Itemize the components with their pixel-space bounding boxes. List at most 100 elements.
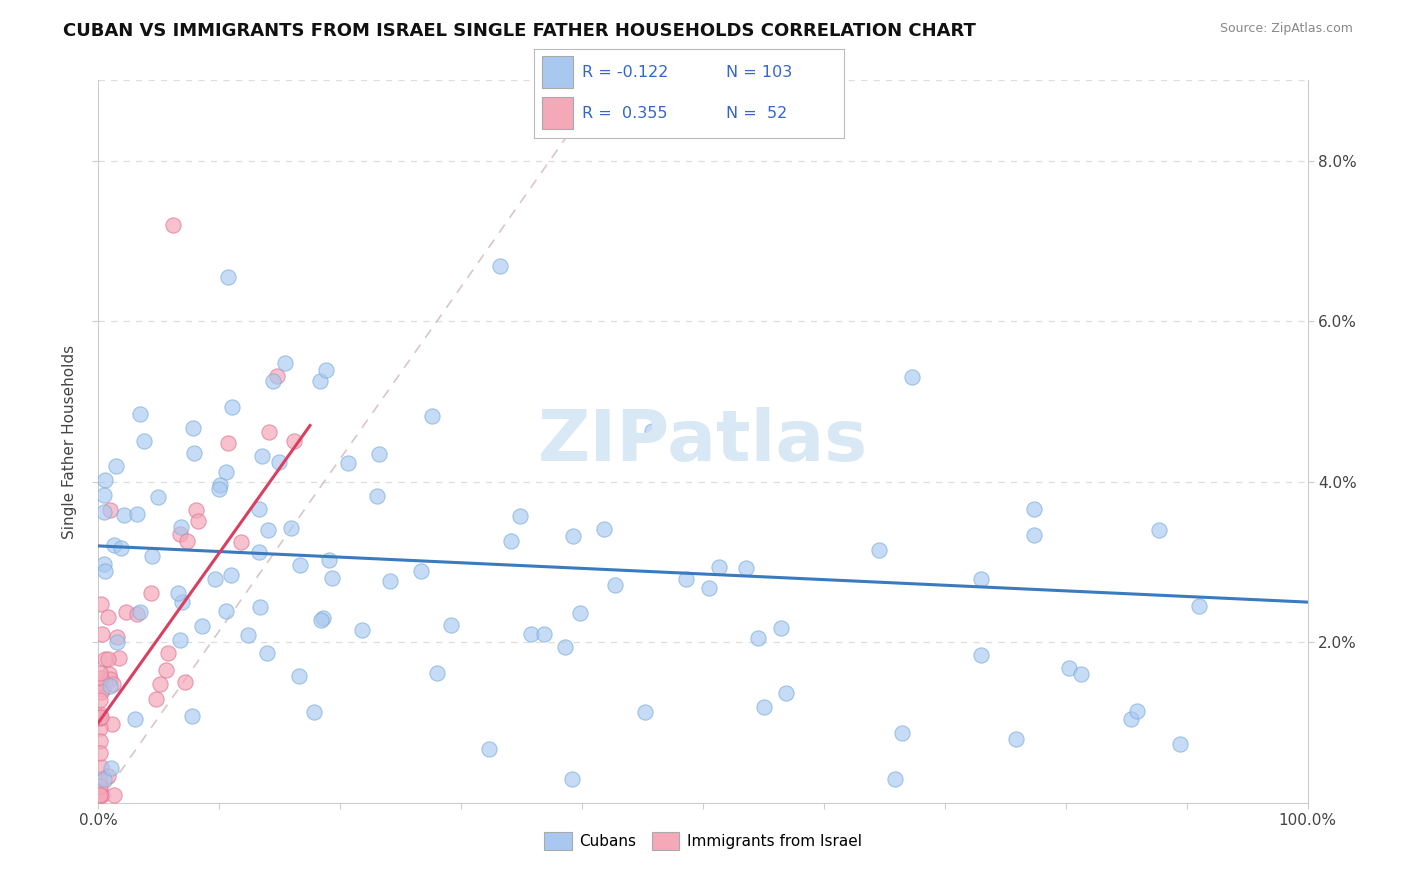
Point — [489, 259, 512, 273]
Point — [209, 478, 232, 492]
Point — [321, 571, 343, 585]
Point — [735, 560, 758, 574]
Point — [257, 523, 280, 537]
Point — [170, 595, 193, 609]
Point — [311, 613, 333, 627]
Point — [509, 509, 531, 524]
Point — [105, 630, 128, 644]
Point — [191, 619, 214, 633]
Point — [146, 490, 169, 504]
Point — [1126, 705, 1149, 719]
Point — [89, 783, 111, 797]
FancyBboxPatch shape — [541, 56, 574, 88]
Point — [115, 605, 138, 619]
Point — [127, 507, 149, 521]
Point — [208, 483, 231, 497]
Point — [752, 700, 775, 714]
Point — [89, 734, 111, 748]
Point — [89, 746, 111, 760]
Point — [775, 686, 797, 700]
Point — [366, 489, 388, 503]
Point — [90, 684, 112, 698]
Point — [89, 779, 111, 793]
Point — [426, 665, 449, 680]
Point — [100, 761, 122, 775]
Point — [90, 788, 112, 802]
Point — [420, 409, 443, 423]
Point — [93, 772, 115, 786]
Point — [519, 627, 541, 641]
Point — [89, 721, 111, 735]
Text: R = -0.122: R = -0.122 — [582, 65, 669, 79]
Point — [187, 514, 209, 528]
Point — [90, 627, 112, 641]
Point — [104, 458, 127, 473]
Point — [96, 610, 118, 624]
Point — [252, 449, 274, 463]
Point — [93, 681, 115, 696]
Point — [93, 505, 115, 519]
Point — [249, 502, 271, 516]
Point — [101, 717, 124, 731]
Point — [318, 553, 340, 567]
Point — [288, 669, 311, 683]
Point — [641, 424, 664, 438]
Point — [257, 425, 280, 439]
Point — [90, 597, 112, 611]
Point — [288, 558, 311, 572]
Point — [204, 572, 226, 586]
Point — [97, 769, 120, 783]
Point — [183, 446, 205, 460]
Point — [499, 534, 522, 549]
Point — [124, 712, 146, 726]
Point — [605, 578, 627, 592]
Point — [219, 568, 242, 582]
Point — [100, 680, 122, 694]
Point — [127, 607, 149, 621]
Point — [129, 407, 152, 421]
Point — [478, 741, 501, 756]
Point — [169, 632, 191, 647]
Point — [90, 709, 112, 723]
Point — [1070, 666, 1092, 681]
Point — [169, 519, 191, 533]
Point — [180, 709, 202, 723]
Point — [155, 663, 177, 677]
Point — [247, 545, 270, 559]
Point — [97, 667, 120, 681]
Point — [145, 691, 167, 706]
Point — [217, 269, 239, 284]
Point — [157, 646, 180, 660]
Point — [97, 652, 120, 666]
Point — [315, 363, 337, 377]
Point — [94, 652, 117, 666]
Point — [891, 726, 914, 740]
Point — [312, 610, 335, 624]
Point — [1057, 661, 1080, 675]
Point — [89, 665, 111, 680]
Point — [103, 538, 125, 552]
Point — [280, 521, 302, 535]
Point — [167, 586, 190, 600]
Point — [901, 369, 924, 384]
Point — [184, 503, 207, 517]
Point — [169, 526, 191, 541]
Point — [440, 618, 463, 632]
Point — [183, 421, 205, 435]
Point — [108, 650, 131, 665]
Legend: Cubans, Immigrants from Israel: Cubans, Immigrants from Israel — [538, 826, 868, 856]
Point — [266, 369, 288, 384]
Point — [868, 542, 890, 557]
Point — [308, 374, 330, 388]
Point — [707, 560, 730, 574]
Point — [1170, 737, 1192, 751]
Point — [105, 634, 128, 648]
Point — [697, 582, 720, 596]
Point — [769, 621, 792, 635]
Point — [533, 627, 555, 641]
Point — [89, 707, 111, 722]
Point — [217, 435, 239, 450]
Point — [336, 456, 359, 470]
Text: Source: ZipAtlas.com: Source: ZipAtlas.com — [1219, 22, 1353, 36]
Point — [969, 648, 991, 663]
